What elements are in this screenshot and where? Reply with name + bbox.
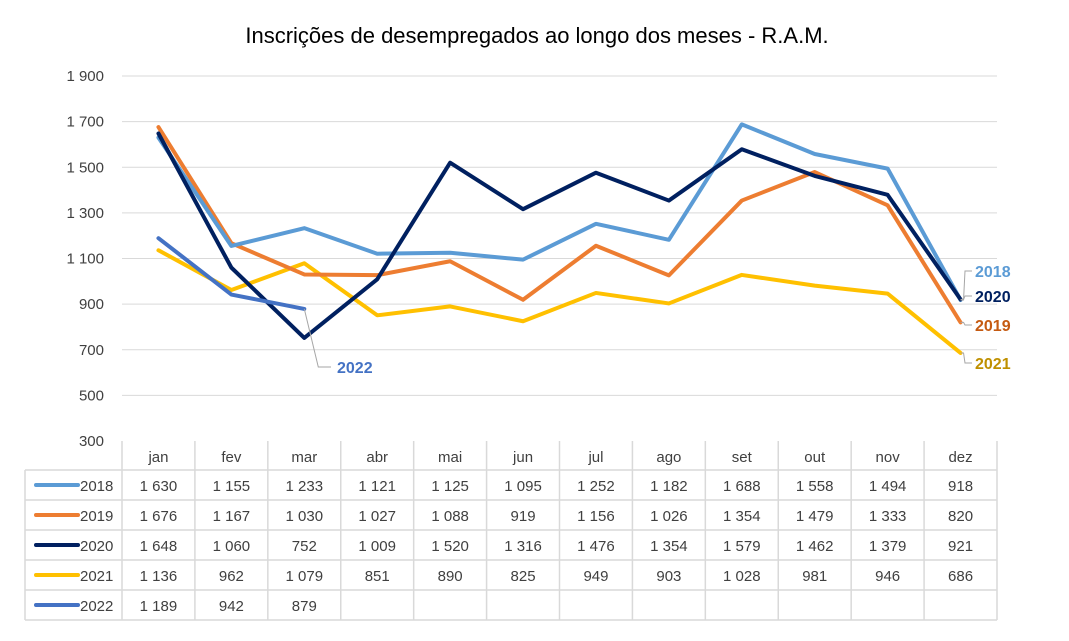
series-label-2020: 2020 — [975, 289, 1011, 306]
table-cell: 1 028 — [723, 568, 761, 585]
table-cell: 1 520 — [431, 538, 469, 555]
table-cell: 1 354 — [723, 508, 761, 525]
table-cell: 918 — [948, 478, 973, 495]
legend-label: 2018 — [80, 478, 113, 495]
table-cell: 962 — [219, 568, 244, 585]
table-cell: 1 155 — [213, 478, 251, 495]
series-label-2021: 2021 — [975, 356, 1011, 373]
y-tick-label: 1 100 — [66, 251, 104, 268]
table-cell: 1 476 — [577, 538, 615, 555]
table-cell: 903 — [656, 568, 681, 585]
x-tick-label: dez — [948, 449, 972, 466]
table-cell: 1 316 — [504, 538, 542, 555]
x-tick-label: jul — [587, 449, 603, 466]
table-cell: 752 — [292, 538, 317, 555]
table-cell: 1 354 — [650, 538, 688, 555]
table-cell: 1 688 — [723, 478, 761, 495]
table-cell: 1 079 — [286, 568, 324, 585]
series-line-2020 — [156, 131, 963, 340]
table-cell: 1 125 — [431, 478, 469, 495]
legend-label: 2020 — [80, 538, 113, 555]
table-cell: 851 — [365, 568, 390, 585]
table-cell: 825 — [511, 568, 536, 585]
y-tick-label: 900 — [79, 296, 104, 313]
label-leader-line — [303, 308, 331, 368]
table-cell: 1 189 — [140, 598, 178, 615]
table-cell: 1 333 — [869, 508, 907, 525]
table-cell: 1 579 — [723, 538, 761, 555]
table-cell: 1 136 — [140, 568, 178, 585]
table-cell: 1 479 — [796, 508, 834, 525]
table-cell: 1 182 — [650, 478, 688, 495]
legend-label: 2021 — [80, 568, 113, 585]
y-tick-label: 1 700 — [66, 114, 104, 131]
table-cell: 1 462 — [796, 538, 834, 555]
y-tick-label: 1 300 — [66, 205, 104, 222]
y-tick-label: 700 — [79, 342, 104, 359]
table-cell: 942 — [219, 598, 244, 615]
series-line-2018 — [156, 122, 963, 303]
table-cell: 1 030 — [286, 508, 324, 525]
table-cell: 1 252 — [577, 478, 615, 495]
table-cell: 1 379 — [869, 538, 907, 555]
table-cell: 1 558 — [796, 478, 834, 495]
x-tick-label: mai — [438, 449, 462, 466]
x-tick-label: abr — [366, 449, 388, 466]
table-cell: 949 — [583, 568, 608, 585]
x-tick-label: nov — [876, 449, 901, 466]
x-tick-label: ago — [656, 449, 681, 466]
x-tick-label: set — [732, 449, 753, 466]
label-leader-line — [960, 295, 972, 300]
table-cell: 1 494 — [869, 478, 907, 495]
series-label-2022: 2022 — [337, 360, 373, 377]
table-cell: 1 648 — [140, 538, 178, 555]
table-cell: 1 630 — [140, 478, 178, 495]
series-line-2019 — [156, 125, 963, 325]
series-lines — [156, 122, 963, 355]
x-tick-label: jun — [512, 449, 533, 466]
table-cell: 919 — [511, 508, 536, 525]
series-line-2022 — [156, 236, 307, 311]
gridlines — [122, 75, 997, 396]
series-label-2018: 2018 — [975, 264, 1011, 281]
label-leader-line — [960, 352, 972, 364]
table-cell: 1 233 — [286, 478, 324, 495]
table-cell: 686 — [948, 568, 973, 585]
table-cell: 1 095 — [504, 478, 542, 495]
table-cell: 820 — [948, 508, 973, 525]
table-cell: 1 026 — [650, 508, 688, 525]
label-leader-line — [960, 270, 972, 301]
y-tick-label: 500 — [79, 387, 104, 404]
data-table: jan fev mar abr mai jun jul ago set out nov dez 2018… — [24, 441, 998, 621]
x-tick-label: mar — [291, 449, 317, 466]
y-tick-label: 1 500 — [66, 159, 104, 176]
table-cell: 1 676 — [140, 508, 178, 525]
table-cell: 981 — [802, 568, 827, 585]
y-tick-label: 1 900 — [66, 68, 104, 85]
x-tick-label: fev — [221, 449, 242, 466]
table-cell: 1 009 — [358, 538, 396, 555]
y-tick-label: 300 — [79, 433, 104, 450]
chart-title: Inscrições de desempregados ao longo dos… — [245, 23, 828, 48]
table-cell: 1 027 — [358, 508, 396, 525]
table-cell: 879 — [292, 598, 317, 615]
table-cell: 1 167 — [213, 508, 251, 525]
table-cell: 946 — [875, 568, 900, 585]
y-axis: 300 500 700 900 1 100 1 300 1 500 1 700 1 900 — [66, 68, 104, 450]
legend-label: 2022 — [80, 598, 113, 615]
table-cell: 921 — [948, 538, 973, 555]
series-end-labels: 2018 2019 2020 2021 2022 — [303, 264, 1011, 377]
table-cell: 890 — [438, 568, 463, 585]
legend-label: 2019 — [80, 508, 113, 525]
series-label-2019: 2019 — [975, 318, 1011, 335]
x-tick-label: out — [804, 449, 826, 466]
table-cell: 1 121 — [358, 478, 396, 495]
table-cell: 1 060 — [213, 538, 251, 555]
table-cell: 1 088 — [431, 508, 469, 525]
x-tick-label: jan — [147, 449, 168, 466]
label-leader-line — [960, 321, 972, 326]
table-cell: 1 156 — [577, 508, 615, 525]
